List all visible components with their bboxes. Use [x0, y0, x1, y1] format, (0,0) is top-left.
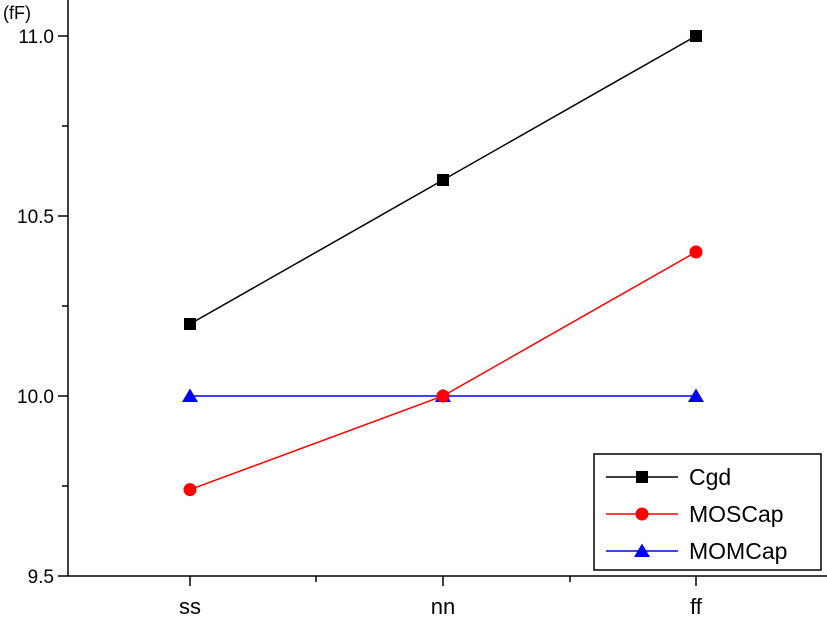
x-tick-label-nn: nn: [431, 594, 455, 617]
y-tick-label: 10.5: [17, 207, 54, 228]
legend-marker-moscap: [635, 507, 649, 521]
series-moscap: [183, 245, 703, 497]
series-cgd: [184, 30, 702, 330]
data-point-momcap-ff: [688, 388, 704, 402]
legend-marker-momcap: [634, 543, 650, 557]
data-point-cgd-ss: [184, 318, 196, 330]
x-tick-label-ss: ss: [179, 594, 201, 617]
series-layer: [182, 30, 704, 497]
y-tick-label: 10.0: [17, 387, 54, 408]
legend-marker-cgd: [636, 471, 648, 483]
y-tick-label: 9.5: [28, 567, 54, 588]
data-point-cgd-ff: [690, 30, 702, 42]
legend-item-momcap: MOMCap: [606, 538, 787, 564]
legend-label-momcap: MOMCap: [689, 538, 787, 564]
data-point-moscap-ss: [183, 483, 197, 497]
legend-item-moscap: MOSCap: [606, 501, 784, 527]
legend-item-cgd: Cgd: [606, 464, 731, 490]
legend-label-moscap: MOSCap: [689, 501, 784, 527]
data-point-moscap-ff: [689, 245, 703, 259]
legend: Cgd MOSCap MOMCap: [593, 453, 822, 571]
data-point-cgd-nn: [437, 174, 449, 186]
data-point-moscap-nn: [436, 389, 450, 403]
y-axis-unit-label: (fF): [3, 3, 31, 23]
data-point-momcap-ss: [182, 388, 198, 402]
legend-label-cgd: Cgd: [689, 464, 731, 490]
x-tick-label-ff: ff: [690, 594, 703, 617]
y-ticks: 9.5 10.0 10.5 11.0: [17, 27, 68, 588]
y-tick-label: 11.0: [18, 27, 54, 48]
x-ticks: ss nn ff: [179, 576, 703, 617]
